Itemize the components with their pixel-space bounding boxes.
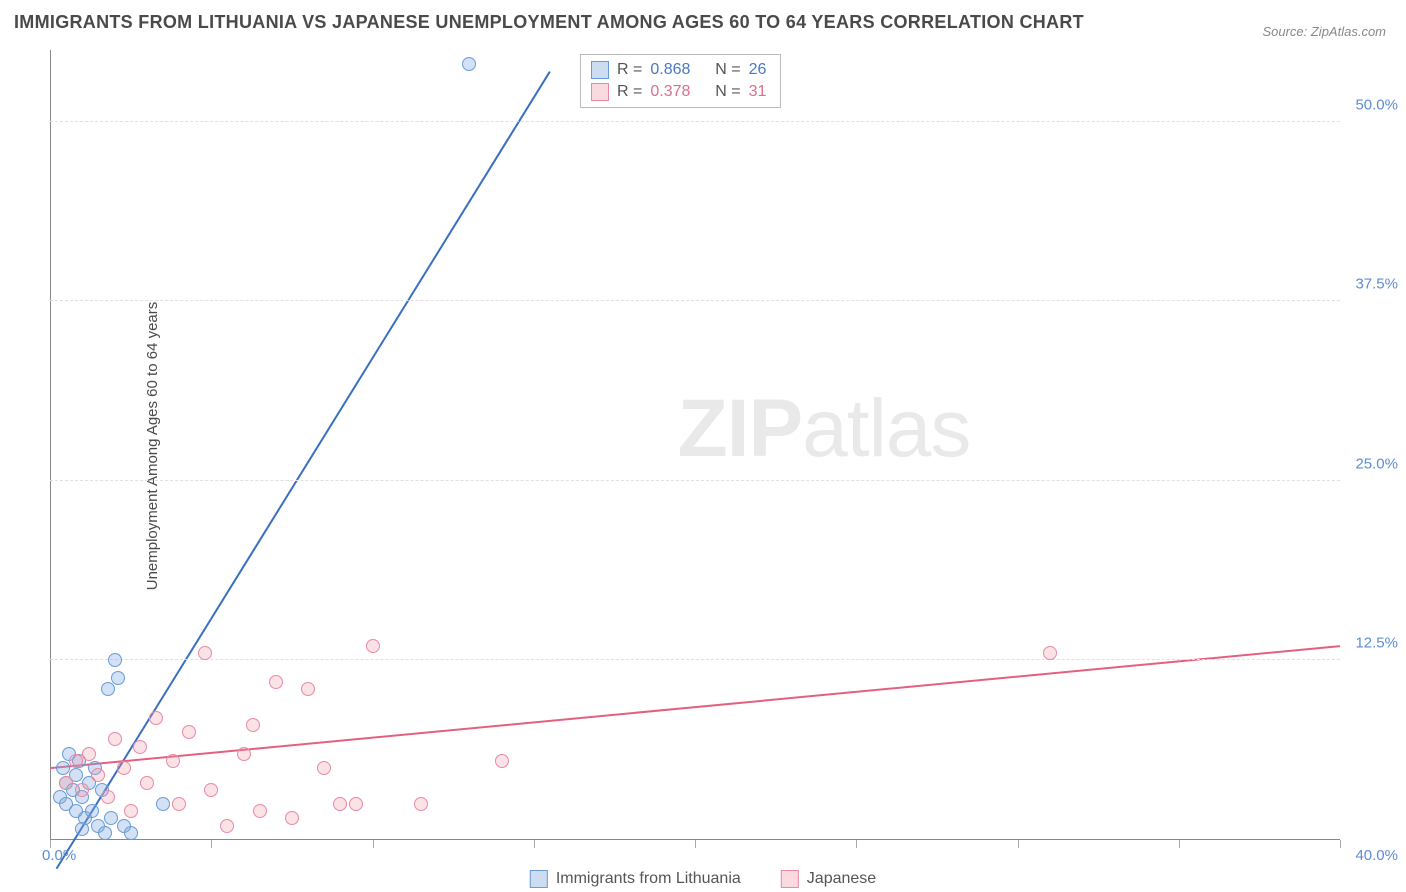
legend-label: Immigrants from Lithuania (556, 870, 741, 888)
stat-r-label: R = (617, 83, 642, 101)
x-tick (211, 840, 212, 848)
stat-r-value: 0.868 (650, 61, 690, 79)
stat-r-value: 0.378 (650, 83, 690, 101)
scatter-point-pink (301, 682, 315, 696)
scatter-point-pink (166, 754, 180, 768)
legend-swatch-pink (781, 870, 799, 888)
x-tick (534, 840, 535, 848)
grid-line (50, 659, 1340, 660)
scatter-point-blue (156, 797, 170, 811)
x-tick (50, 840, 51, 848)
legend-stats-row: R = 0.378 N = 31 (591, 83, 766, 101)
legend-swatch-pink (591, 83, 609, 101)
trend-lines-layer (50, 50, 1340, 840)
scatter-point-pink (82, 747, 96, 761)
y-tick-label: 12.5% (1344, 635, 1398, 652)
scatter-point-blue (56, 761, 70, 775)
legend-item-blue: Immigrants from Lithuania (530, 870, 741, 888)
x-tick (1179, 840, 1180, 848)
stat-n-value: 31 (749, 83, 767, 101)
scatter-point-pink (91, 768, 105, 782)
legend-stats-box: R = 0.868 N = 26 R = 0.378 N = 31 (580, 54, 781, 108)
scatter-point-blue (104, 811, 118, 825)
y-tick-label: 25.0% (1344, 455, 1398, 472)
scatter-point-pink (495, 754, 509, 768)
x-axis-origin-label: 0.0% (42, 847, 76, 864)
legend-item-pink: Japanese (781, 870, 876, 888)
stat-n-label: N = (715, 83, 740, 101)
scatter-point-pink (285, 811, 299, 825)
scatter-point-pink (108, 732, 122, 746)
x-axis-end-label: 40.0% (1355, 847, 1398, 864)
chart-title: IMMIGRANTS FROM LITHUANIA VS JAPANESE UN… (14, 12, 1084, 33)
legend-swatch-blue (530, 870, 548, 888)
y-tick-label: 50.0% (1344, 96, 1398, 113)
x-tick (1340, 840, 1341, 848)
trend-line-blue (56, 72, 549, 869)
stat-n-value: 26 (749, 61, 767, 79)
scatter-point-pink (124, 804, 138, 818)
legend-swatch-blue (591, 61, 609, 79)
scatter-point-blue (98, 826, 112, 840)
scatter-point-pink (269, 675, 283, 689)
scatter-point-blue (85, 804, 99, 818)
stat-r-label: R = (617, 61, 642, 79)
scatter-point-blue (101, 682, 115, 696)
scatter-point-pink (149, 711, 163, 725)
scatter-point-pink (198, 646, 212, 660)
x-tick (695, 840, 696, 848)
chart-plot-area: ZIPatlas 0.0% 40.0% R =0.868 N = 26R =0.… (50, 50, 1340, 840)
scatter-point-blue (108, 653, 122, 667)
x-tick (1018, 840, 1019, 848)
scatter-point-blue (124, 826, 138, 840)
x-tick (856, 840, 857, 848)
source-label: Source: ZipAtlas.com (1262, 24, 1386, 39)
scatter-point-pink (1043, 646, 1057, 660)
scatter-point-pink (333, 797, 347, 811)
scatter-point-pink (75, 783, 89, 797)
x-tick (373, 840, 374, 848)
scatter-point-pink (253, 804, 267, 818)
grid-line (50, 300, 1340, 301)
scatter-point-blue (462, 57, 476, 71)
legend-stats-row: R = 0.868 N = 26 (591, 61, 766, 79)
scatter-point-pink (182, 725, 196, 739)
scatter-point-pink (204, 783, 218, 797)
scatter-point-pink (349, 797, 363, 811)
scatter-point-pink (172, 797, 186, 811)
scatter-point-pink (101, 790, 115, 804)
scatter-point-pink (59, 776, 73, 790)
scatter-point-pink (366, 639, 380, 653)
bottom-legend: Immigrants from Lithuania Japanese (530, 870, 876, 888)
scatter-point-pink (117, 761, 131, 775)
y-tick-label: 37.5% (1344, 276, 1398, 293)
grid-line (50, 480, 1340, 481)
grid-line (50, 121, 1340, 122)
stat-n-label: N = (715, 61, 740, 79)
scatter-point-pink (133, 740, 147, 754)
scatter-point-pink (317, 761, 331, 775)
scatter-point-blue (111, 671, 125, 685)
scatter-point-pink (414, 797, 428, 811)
scatter-point-pink (140, 776, 154, 790)
scatter-point-pink (220, 819, 234, 833)
scatter-point-pink (69, 754, 83, 768)
scatter-point-pink (246, 718, 260, 732)
legend-label: Japanese (807, 870, 876, 888)
scatter-point-pink (237, 747, 251, 761)
